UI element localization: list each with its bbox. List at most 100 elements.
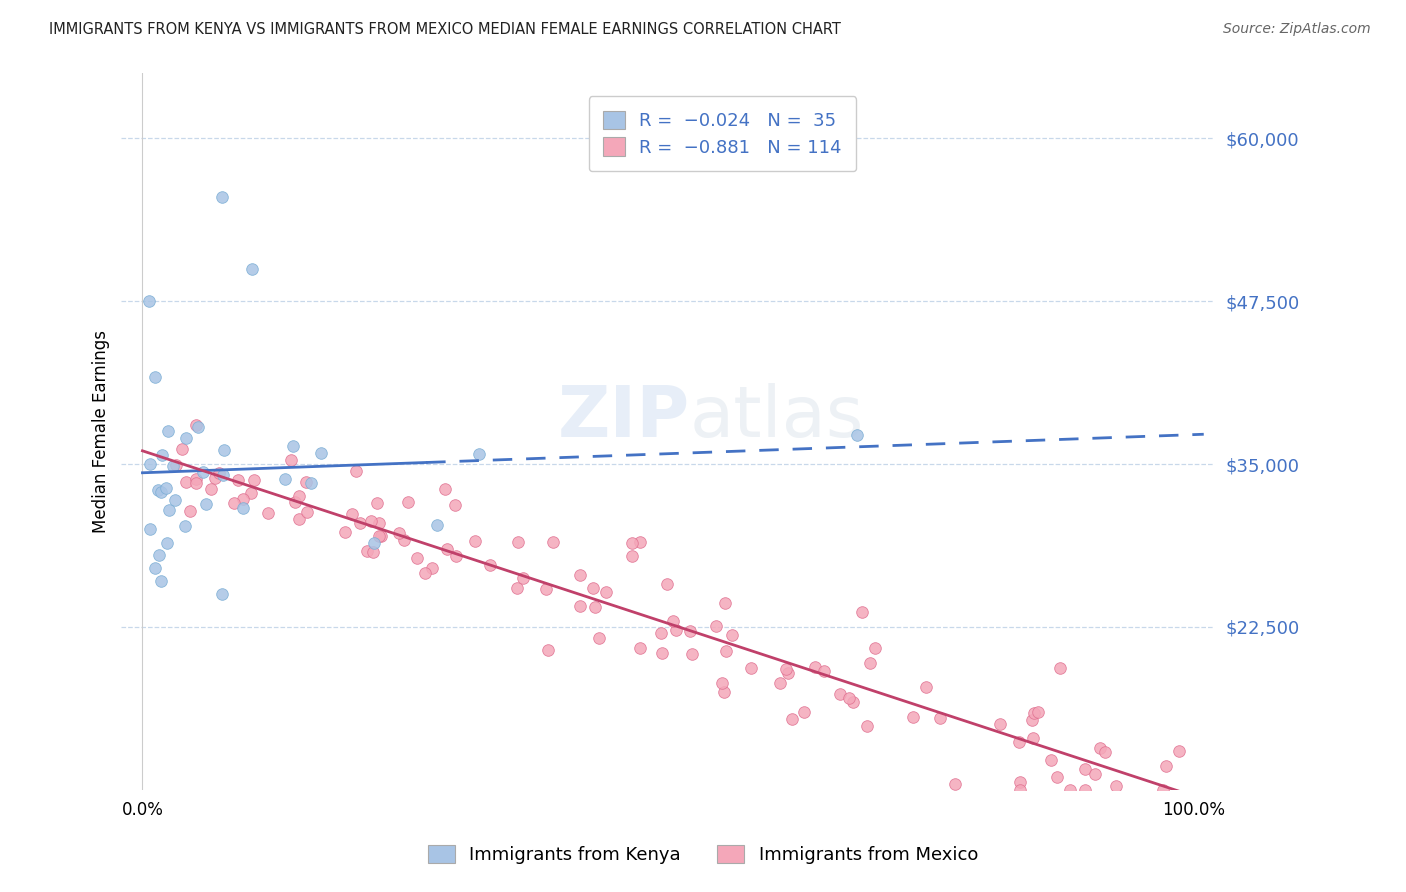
Point bbox=[478, 558, 501, 572]
Point bbox=[148, 549, 170, 563]
Point bbox=[349, 516, 371, 531]
Point bbox=[714, 596, 737, 610]
Point bbox=[243, 473, 266, 487]
Point bbox=[568, 599, 591, 613]
Point bbox=[179, 504, 201, 518]
Point bbox=[149, 484, 172, 499]
Point bbox=[143, 561, 166, 575]
Point bbox=[174, 431, 197, 445]
Point bbox=[443, 498, 465, 512]
Point bbox=[146, 483, 169, 497]
Point bbox=[655, 577, 678, 591]
Point bbox=[138, 457, 160, 471]
Point bbox=[226, 473, 249, 487]
Point bbox=[838, 691, 860, 706]
Point bbox=[776, 666, 799, 681]
Point bbox=[505, 581, 527, 595]
Text: Source: ZipAtlas.com: Source: ZipAtlas.com bbox=[1223, 22, 1371, 37]
Point bbox=[340, 507, 363, 521]
Point bbox=[138, 294, 160, 309]
Point bbox=[420, 561, 443, 575]
Point bbox=[212, 442, 235, 457]
Point bbox=[413, 566, 436, 581]
Point bbox=[211, 190, 233, 204]
Point bbox=[184, 475, 207, 490]
Point bbox=[295, 505, 318, 519]
Point bbox=[165, 458, 187, 473]
Point bbox=[172, 442, 194, 457]
Point bbox=[464, 534, 486, 549]
Point bbox=[581, 581, 603, 595]
Point bbox=[1168, 744, 1191, 758]
Point bbox=[863, 640, 886, 655]
Point bbox=[433, 482, 456, 496]
Point bbox=[274, 472, 297, 486]
Y-axis label: Median Female Earnings: Median Female Earnings bbox=[93, 330, 110, 533]
Point bbox=[661, 614, 683, 628]
Point bbox=[859, 656, 882, 670]
Point bbox=[804, 659, 827, 673]
Point bbox=[288, 512, 311, 526]
Point bbox=[711, 676, 734, 690]
Point bbox=[1046, 770, 1069, 784]
Point bbox=[363, 535, 385, 549]
Point bbox=[446, 549, 468, 563]
Point bbox=[721, 628, 744, 642]
Point bbox=[299, 476, 322, 491]
Point bbox=[855, 719, 877, 733]
Point bbox=[1090, 741, 1112, 756]
Point bbox=[901, 710, 924, 724]
Point bbox=[1094, 745, 1116, 759]
Point bbox=[281, 439, 304, 453]
Point bbox=[1039, 753, 1062, 767]
Point bbox=[681, 648, 703, 662]
Point bbox=[1008, 783, 1031, 797]
Point bbox=[704, 618, 727, 632]
Point bbox=[165, 493, 187, 508]
Point bbox=[368, 516, 391, 530]
Point bbox=[595, 585, 617, 599]
Point bbox=[184, 417, 207, 432]
Point bbox=[143, 370, 166, 384]
Point bbox=[361, 545, 384, 559]
Point bbox=[621, 549, 644, 564]
Point bbox=[284, 495, 307, 509]
Point bbox=[775, 662, 797, 676]
Point bbox=[211, 587, 233, 601]
Point bbox=[200, 483, 222, 497]
Point bbox=[405, 551, 427, 566]
Point bbox=[740, 661, 762, 675]
Point bbox=[467, 447, 489, 461]
Point bbox=[162, 458, 184, 473]
Point bbox=[191, 465, 214, 479]
Point bbox=[1105, 779, 1128, 793]
Point bbox=[583, 599, 606, 614]
Point bbox=[851, 605, 873, 619]
Point bbox=[628, 534, 651, 549]
Point bbox=[830, 688, 852, 702]
Point bbox=[1021, 714, 1043, 728]
Point bbox=[436, 541, 458, 556]
Point bbox=[1073, 783, 1095, 797]
Point bbox=[294, 475, 316, 489]
Point bbox=[333, 524, 356, 539]
Point bbox=[1022, 706, 1045, 720]
Point bbox=[769, 676, 792, 690]
Point bbox=[204, 471, 226, 485]
Text: ZIP: ZIP bbox=[557, 383, 690, 451]
Point bbox=[1022, 731, 1045, 745]
Point bbox=[149, 574, 172, 589]
Point bbox=[541, 534, 564, 549]
Point bbox=[232, 501, 254, 516]
Point bbox=[651, 646, 673, 660]
Point bbox=[309, 446, 332, 460]
Legend: R =  −0.024   N =  35, R =  −0.881   N = 114: R = −0.024 N = 35, R = −0.881 N = 114 bbox=[589, 96, 856, 171]
Point bbox=[1049, 661, 1071, 675]
Point bbox=[157, 424, 180, 438]
Point bbox=[366, 496, 388, 510]
Point bbox=[780, 712, 803, 726]
Point bbox=[212, 467, 235, 482]
Legend: Immigrants from Kenya, Immigrants from Mexico: Immigrants from Kenya, Immigrants from M… bbox=[413, 830, 993, 879]
Point bbox=[150, 448, 173, 462]
Point bbox=[508, 534, 530, 549]
